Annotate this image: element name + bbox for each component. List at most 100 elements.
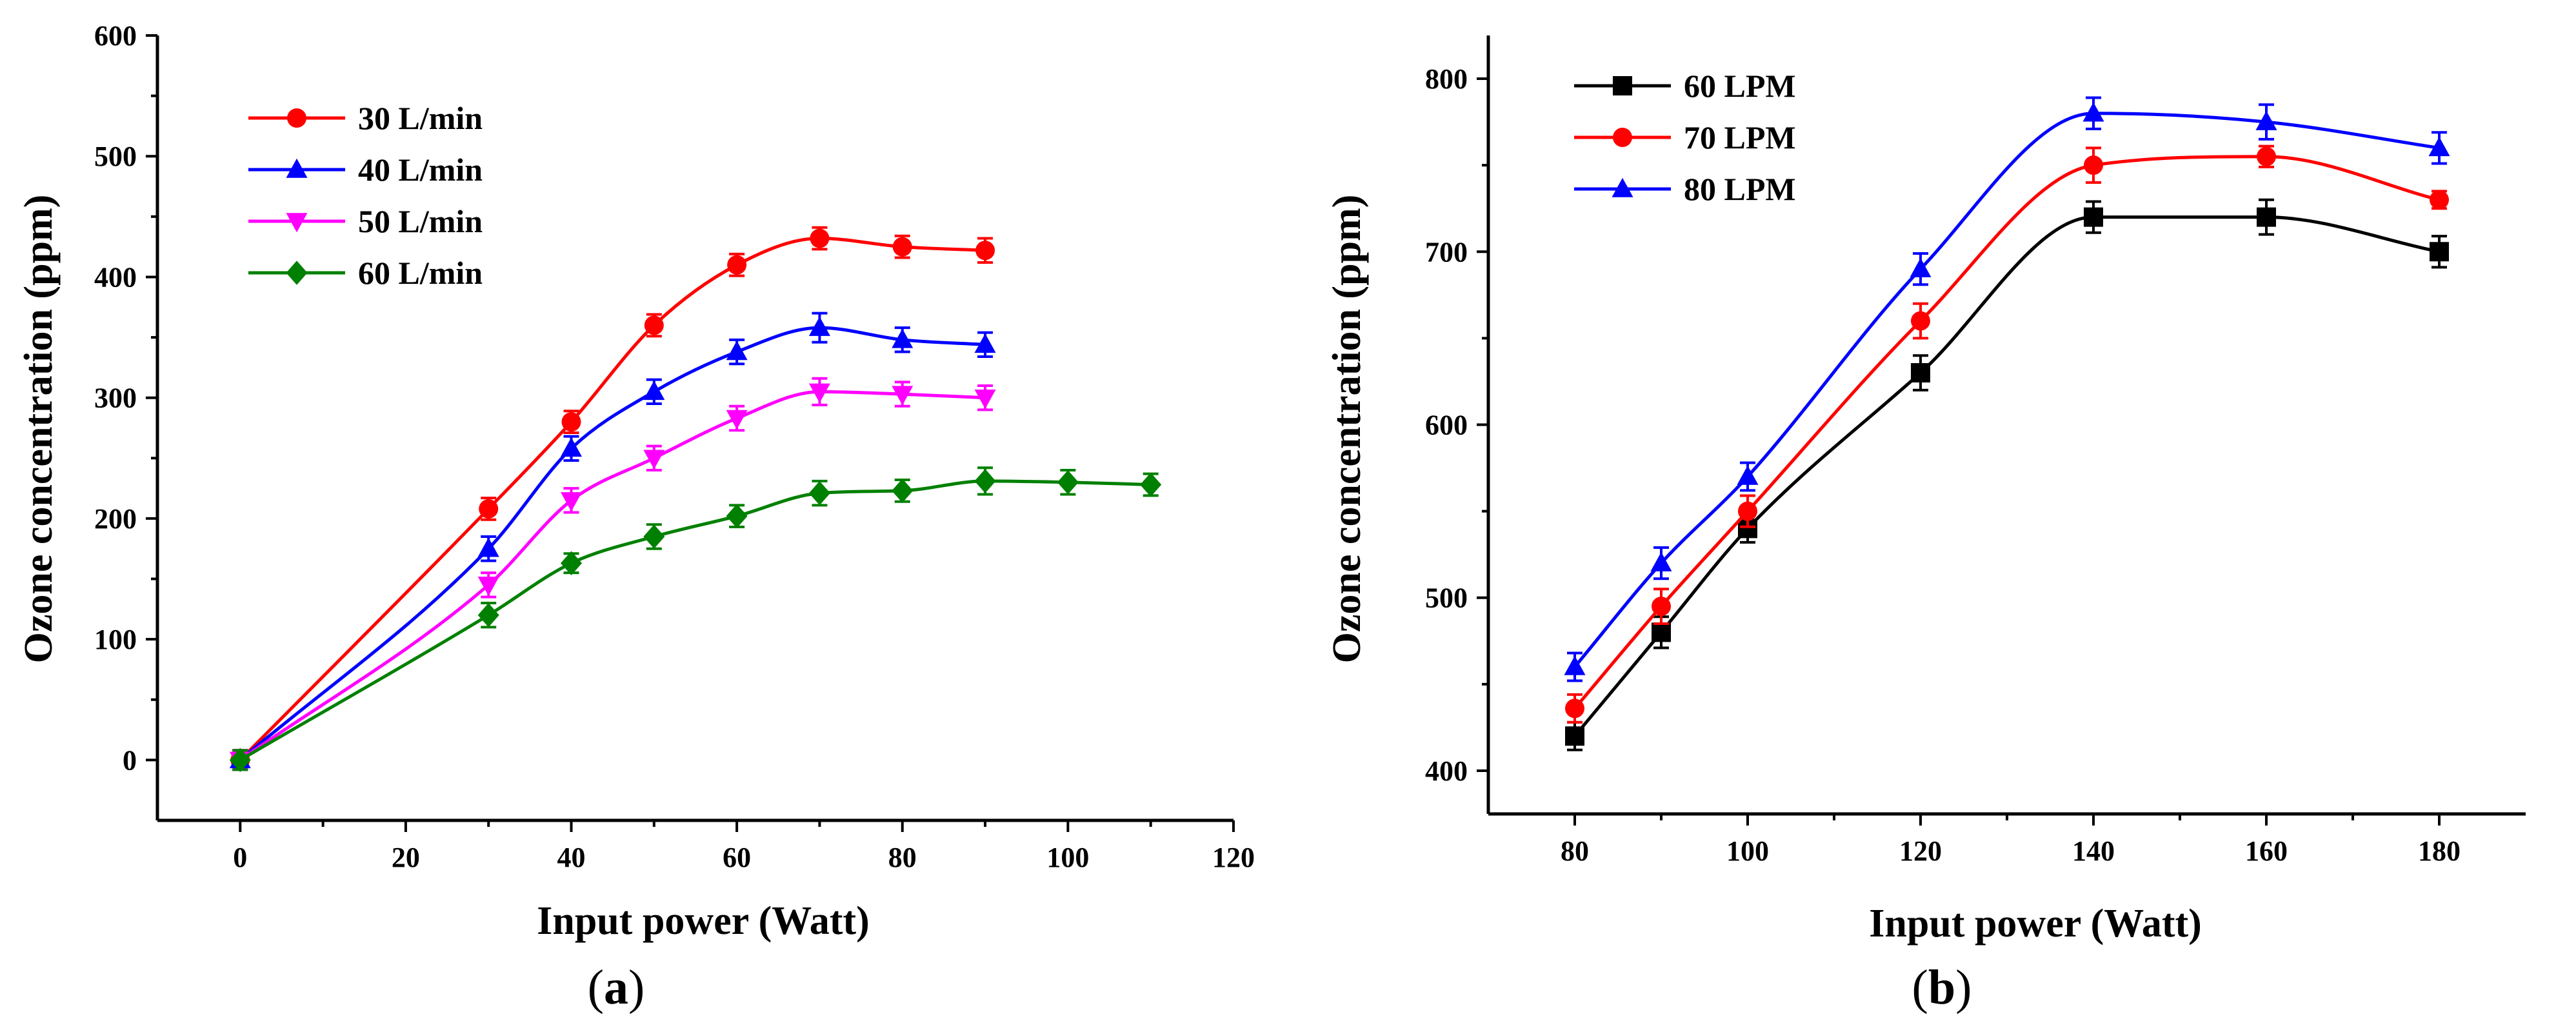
data-point xyxy=(477,602,499,628)
data-point xyxy=(2430,190,2449,210)
data-point xyxy=(1565,726,1584,746)
y-tick-label: 400 xyxy=(1425,755,1468,787)
data-point xyxy=(1564,655,1586,675)
data-point xyxy=(808,480,830,506)
data-point xyxy=(726,410,748,430)
data-point xyxy=(2084,155,2103,175)
series-70-lpm xyxy=(1565,144,2449,724)
data-point xyxy=(2430,242,2449,262)
legend-item: 70 LPM xyxy=(1574,119,1796,155)
chart-a-axes: 0 20 40 60 80 100 120 0 100 200 300 400 500 600 xyxy=(94,20,1255,873)
y-tick-label: 0 xyxy=(123,744,137,776)
data-point xyxy=(1911,363,1930,383)
x-tick-label: 40 xyxy=(557,842,586,873)
data-point xyxy=(561,437,583,457)
legend-label: 40 L/min xyxy=(358,152,483,188)
series-line xyxy=(239,390,986,762)
data-point xyxy=(892,328,914,348)
data-point xyxy=(479,499,499,519)
data-point xyxy=(1652,622,1671,642)
data-point xyxy=(974,469,996,493)
data-point xyxy=(1911,311,1930,331)
chart-a-xlabel: Input power (Watt) xyxy=(537,899,870,943)
chart-panel-a: 0 20 40 60 80 100 120 0 100 200 300 400 500 600 30 L/… xyxy=(17,20,1255,1015)
series-line xyxy=(1573,215,2440,737)
chart-a-legend: 30 L/min 40 L/min 50 L/min 60 L/min xyxy=(248,100,483,291)
chart-b-axes: 80 100 120 140 160 180 400 500 600 700 800 xyxy=(1425,35,2526,867)
legend-label: 60 L/min xyxy=(358,255,483,291)
chart-b-panel-label: (b) xyxy=(1912,960,1972,1015)
chart-a-series xyxy=(229,226,1162,773)
legend-item: 40 L/min xyxy=(248,152,483,188)
y-tick-label: 600 xyxy=(1425,410,1468,441)
chart-b-xlabel: Input power (Watt) xyxy=(1869,902,2202,946)
data-point xyxy=(2084,207,2103,227)
data-point xyxy=(2257,207,2276,227)
series-50-l-min xyxy=(229,377,996,771)
chart-b-series xyxy=(1564,96,2450,751)
data-point xyxy=(1565,698,1584,718)
legend-item: 60 LPM xyxy=(1574,68,1796,104)
legend-item: 30 L/min xyxy=(248,100,483,136)
x-tick-label: 0 xyxy=(233,842,247,873)
legend-marker xyxy=(287,108,306,128)
legend-marker xyxy=(1613,76,1632,95)
data-point xyxy=(892,237,912,257)
series-40-l-min xyxy=(229,312,996,771)
legend-label: 30 L/min xyxy=(358,100,483,136)
data-point xyxy=(974,333,996,353)
data-point xyxy=(975,241,995,261)
data-point xyxy=(808,316,830,336)
y-tick-label: 600 xyxy=(94,20,137,52)
x-tick-label: 80 xyxy=(1561,835,1589,867)
data-point xyxy=(643,524,665,549)
series-30-l-min xyxy=(230,226,995,771)
data-point xyxy=(1738,501,1757,521)
data-point xyxy=(644,315,664,335)
data-point xyxy=(727,255,747,275)
legend-item: 60 L/min xyxy=(248,255,483,291)
data-point xyxy=(726,504,748,528)
y-tick-label: 200 xyxy=(94,503,137,535)
x-tick-label: 160 xyxy=(2245,835,2288,867)
legend-marker xyxy=(1613,128,1632,147)
legend-label: 60 LPM xyxy=(1684,68,1796,104)
data-point xyxy=(643,450,665,470)
series-60-lpm xyxy=(1565,198,2449,751)
data-point xyxy=(808,383,830,403)
data-point xyxy=(1057,470,1079,495)
y-tick-label: 400 xyxy=(94,261,137,293)
y-tick-label: 700 xyxy=(1425,236,1468,268)
y-tick-label: 500 xyxy=(1425,582,1468,614)
data-point xyxy=(2082,102,2104,122)
y-tick-label: 300 xyxy=(94,382,137,414)
data-point xyxy=(974,389,996,409)
data-point xyxy=(810,228,830,248)
x-tick-label: 100 xyxy=(1046,842,1089,873)
data-point xyxy=(561,551,583,575)
y-tick-label: 500 xyxy=(94,141,137,172)
data-point xyxy=(1140,472,1162,497)
series-80-lpm xyxy=(1564,96,2450,682)
chart-a-ylabel: Ozone concentration (ppm) xyxy=(17,195,61,664)
legend-label: 50 L/min xyxy=(358,203,483,239)
chart-b-ylabel: Ozone concentration (ppm) xyxy=(1325,195,1369,664)
legend-label: 70 LPM xyxy=(1684,119,1796,155)
x-tick-label: 80 xyxy=(888,842,917,873)
data-point xyxy=(1737,465,1759,485)
data-point xyxy=(477,577,499,597)
data-point xyxy=(561,412,581,432)
data-point xyxy=(1652,597,1671,617)
legend-label: 80 LPM xyxy=(1684,171,1796,207)
series-60-l-min xyxy=(229,466,1162,773)
x-tick-label: 100 xyxy=(1726,835,1769,867)
legend-item: 80 LPM xyxy=(1574,171,1796,207)
legend-marker xyxy=(1612,177,1633,197)
data-point xyxy=(643,381,665,401)
x-tick-label: 120 xyxy=(1212,842,1255,873)
legend-marker xyxy=(286,158,308,178)
data-point xyxy=(726,341,748,361)
data-point xyxy=(892,479,914,503)
chart-panel-b: 80 100 120 140 160 180 400 500 600 700 800 60 LPM 7… xyxy=(1325,35,2526,1015)
data-point xyxy=(229,748,251,773)
